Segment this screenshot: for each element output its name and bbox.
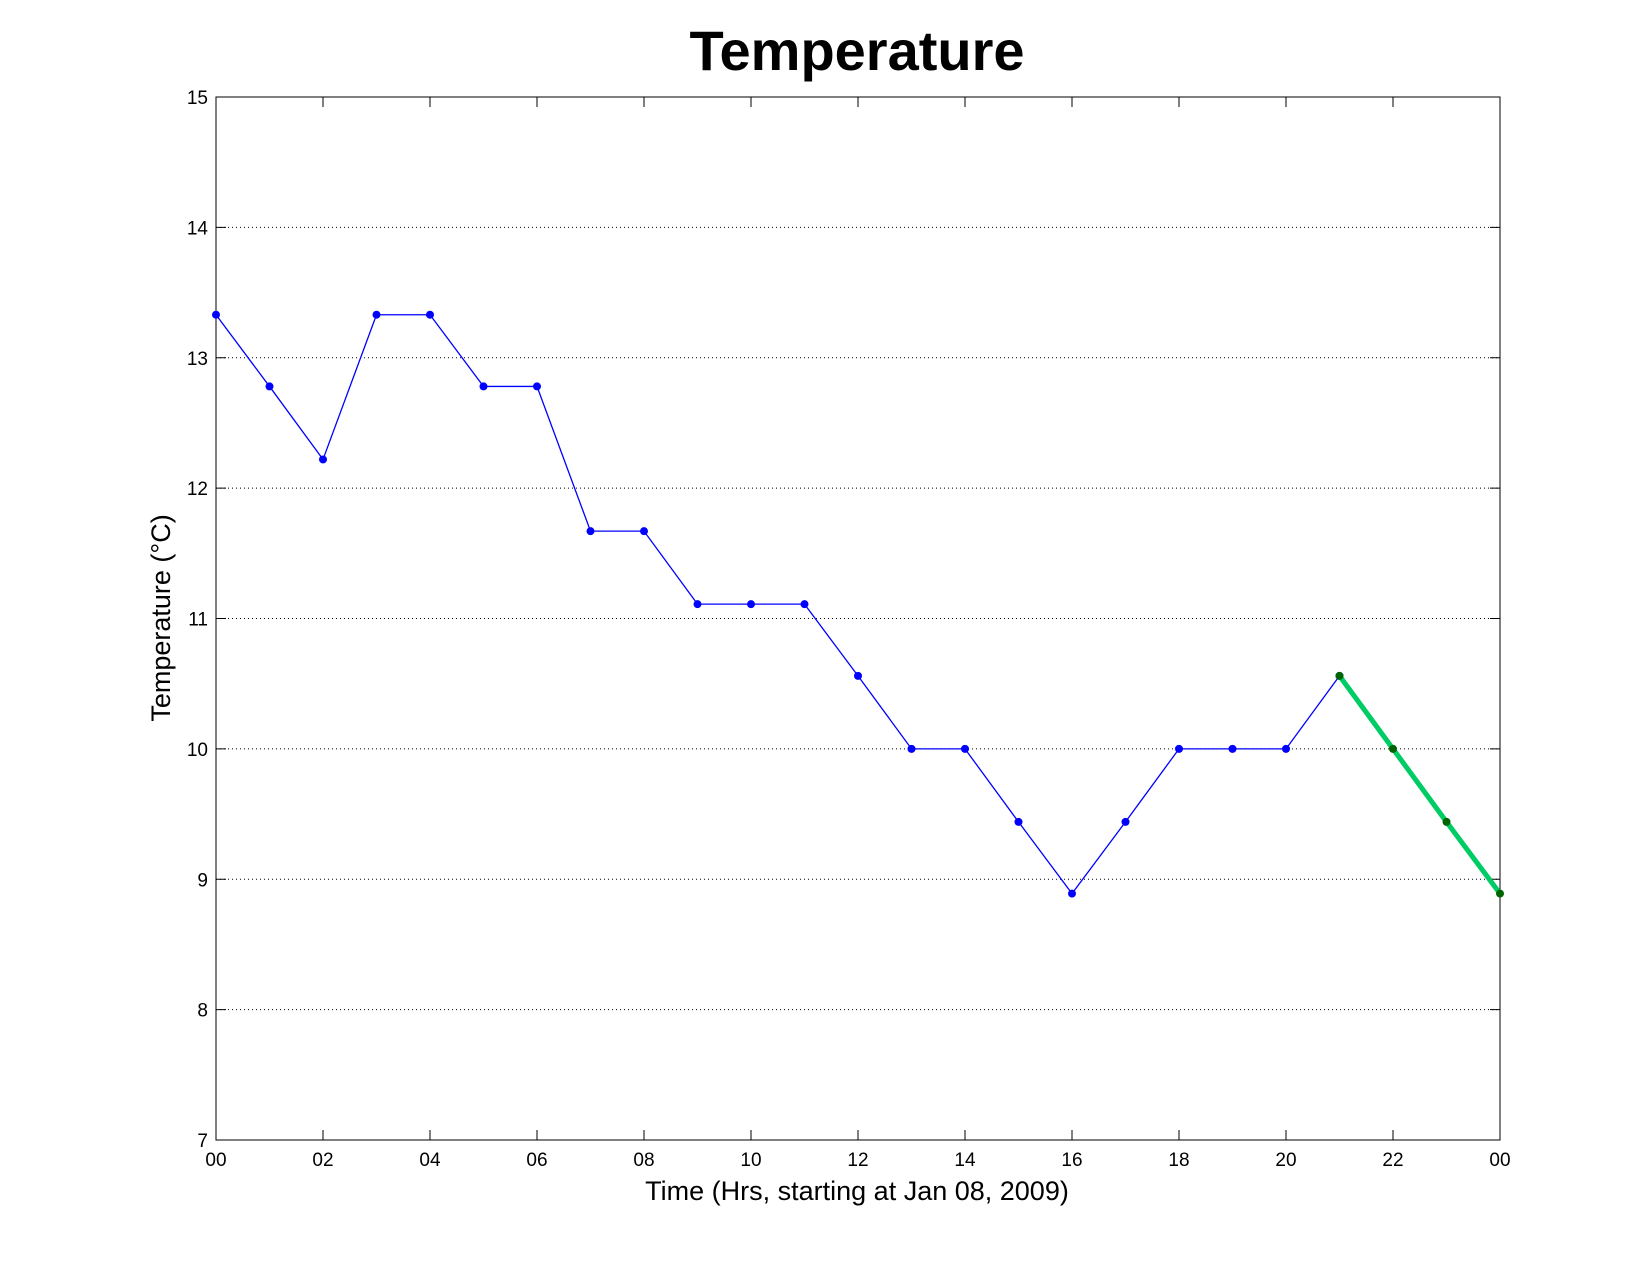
- point: [1175, 744, 1183, 753]
- x-tick-label: 02: [312, 1150, 333, 1171]
- point: [907, 744, 916, 753]
- series-line: [1337, 674, 1503, 896]
- point: [372, 310, 381, 319]
- point: [1228, 744, 1237, 753]
- x-tick-label: 18: [1168, 1150, 1189, 1171]
- x-tick-label: 06: [526, 1150, 547, 1171]
- x-tick-label: 00: [205, 1150, 226, 1171]
- x-tick-label: 22: [1382, 1150, 1403, 1171]
- x-tick-label: 10: [740, 1150, 761, 1171]
- point: [1335, 671, 1344, 680]
- point: [800, 600, 809, 609]
- point: [479, 382, 488, 391]
- point: [212, 310, 220, 319]
- plot-frame: [215, 96, 1501, 1141]
- point: [693, 600, 702, 609]
- x-tick-label: 12: [847, 1150, 868, 1171]
- point: [1496, 889, 1504, 898]
- point: [1389, 744, 1397, 753]
- y-tick-label: 13: [187, 349, 208, 370]
- point: [1282, 744, 1290, 753]
- point: [533, 382, 541, 391]
- x-tick-label: 16: [1061, 1150, 1082, 1171]
- y-tick-label: 15: [187, 88, 208, 109]
- y-tick-label: 8: [197, 1001, 208, 1022]
- point: [1121, 817, 1130, 826]
- x-axis-label: Time (Hrs, starting at Jan 08, 2009): [645, 1176, 1069, 1206]
- series-line: [215, 314, 1341, 895]
- chart-title: Temperature: [689, 19, 1024, 82]
- y-tick-label: 14: [187, 218, 209, 239]
- x-tick-label: 08: [633, 1150, 654, 1171]
- point: [265, 382, 274, 391]
- x-tick-label: 04: [419, 1150, 441, 1171]
- x-tick-label: 00: [1489, 1150, 1510, 1171]
- point: [426, 310, 434, 319]
- y-tick-label: 9: [197, 870, 208, 891]
- point: [747, 600, 755, 609]
- y-tick-label: 11: [188, 610, 208, 631]
- x-tick-label: 20: [1275, 1150, 1296, 1171]
- point: [854, 671, 862, 680]
- point: [586, 527, 595, 536]
- point: [1442, 817, 1451, 826]
- point: [1014, 817, 1023, 826]
- y-tick-label: 7: [197, 1131, 208, 1152]
- y-tick-label: 10: [187, 740, 208, 761]
- point: [640, 527, 648, 536]
- y-axis-label: Temperature (°C): [146, 514, 176, 721]
- point: [1068, 889, 1076, 898]
- point: [319, 455, 327, 464]
- x-tick-label: 14: [954, 1150, 976, 1171]
- point: [961, 744, 969, 753]
- y-tick-label: 12: [187, 479, 208, 500]
